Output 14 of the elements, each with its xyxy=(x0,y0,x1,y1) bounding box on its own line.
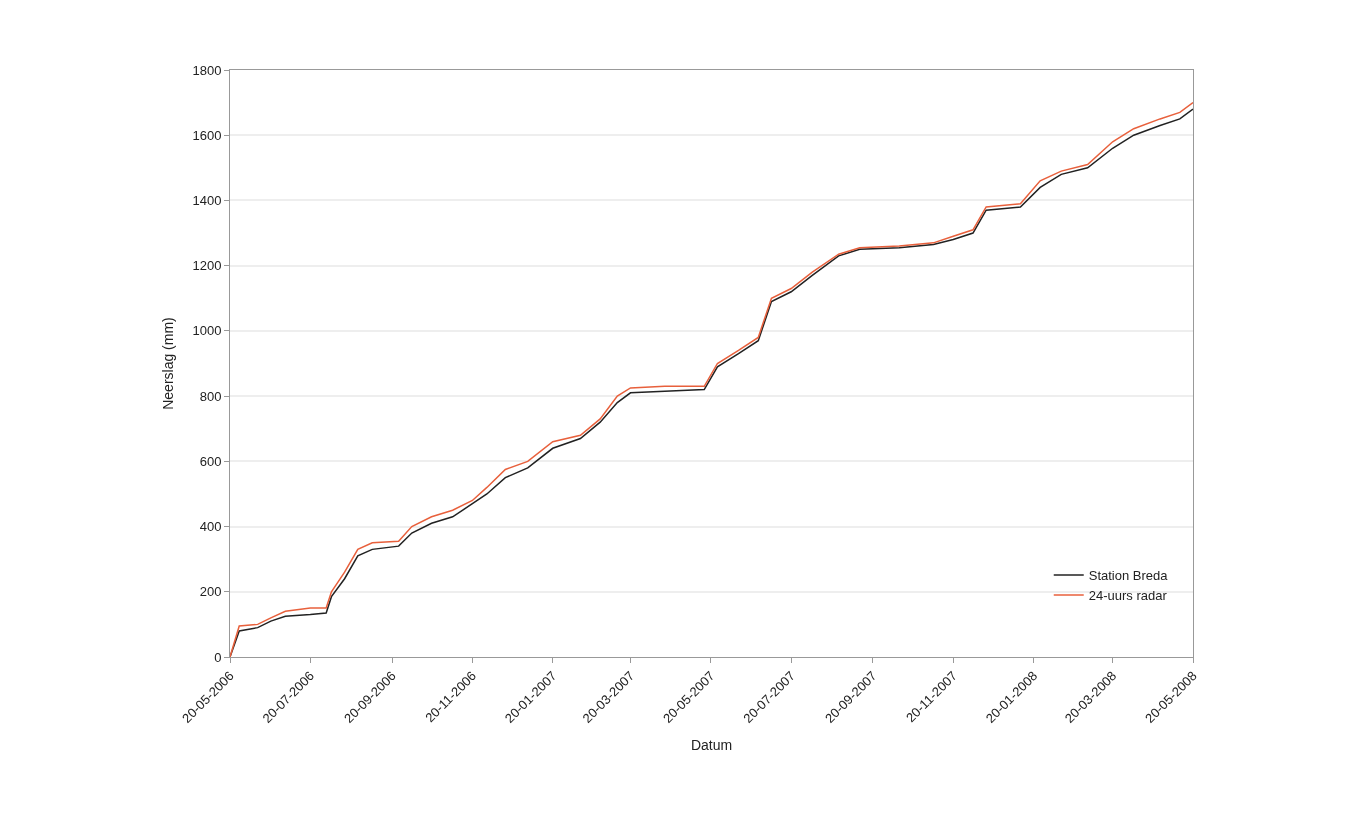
legend-label: Station Breda xyxy=(1088,568,1169,584)
y-tick-label: 1600 xyxy=(192,127,222,143)
y-tick-label: 200 xyxy=(199,584,222,600)
y-tick-label: 1200 xyxy=(192,258,222,274)
legend-label: 24-uurs radar xyxy=(1088,587,1168,603)
y-tick-label: 1400 xyxy=(192,192,222,208)
y-tick-label: 1800 xyxy=(192,62,222,78)
x-axis-title: Datum xyxy=(690,737,733,754)
y-tick-label: 400 xyxy=(199,519,222,535)
y-tick-label: 800 xyxy=(199,388,222,404)
y-axis-title: Neerslag (mm) xyxy=(160,317,177,410)
y-tick-label: 1000 xyxy=(192,323,222,339)
y-tick-label: 0 xyxy=(214,649,222,665)
y-tick-label: 600 xyxy=(199,453,222,469)
